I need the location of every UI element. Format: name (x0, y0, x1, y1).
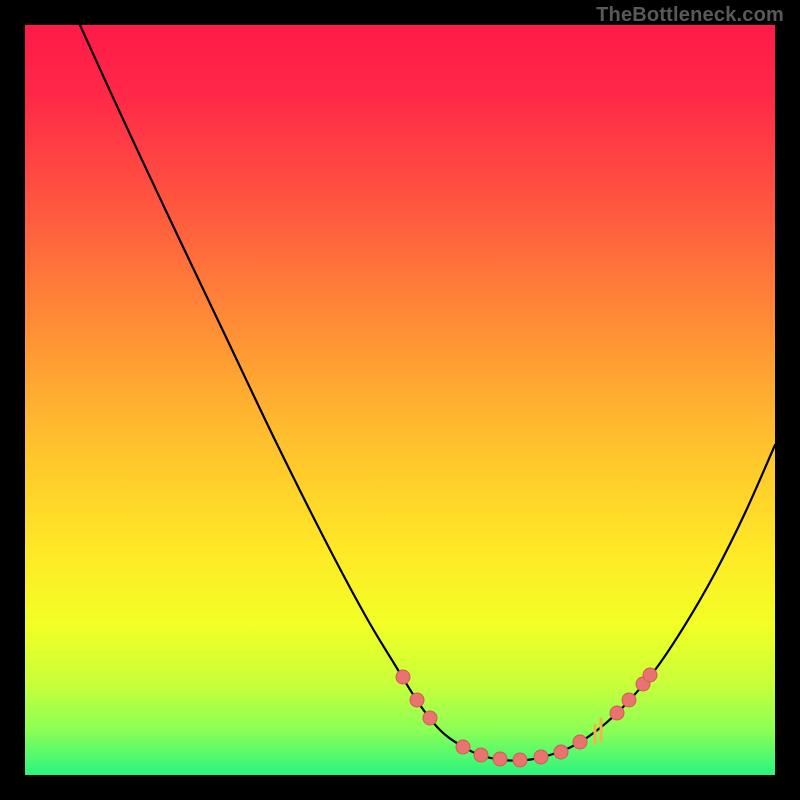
data-marker (456, 740, 470, 754)
watermark-text: TheBottleneck.com (596, 4, 784, 27)
data-marker (534, 750, 548, 764)
data-marker (554, 745, 568, 759)
plot-frame (0, 0, 800, 800)
inline-ticks (595, 719, 601, 743)
curve-markers (396, 668, 657, 767)
data-marker (493, 752, 507, 766)
chart-canvas: TheBottleneck.com (0, 0, 800, 800)
data-marker (643, 668, 657, 682)
data-marker (410, 693, 424, 707)
plot-area (25, 25, 775, 775)
bottleneck-curve (80, 25, 775, 761)
chart-layer (25, 25, 775, 775)
data-marker (474, 748, 488, 762)
data-marker (573, 735, 587, 749)
data-marker (513, 753, 527, 767)
data-marker (622, 693, 636, 707)
data-marker (423, 711, 437, 725)
data-marker (610, 706, 624, 720)
data-marker (396, 670, 410, 684)
